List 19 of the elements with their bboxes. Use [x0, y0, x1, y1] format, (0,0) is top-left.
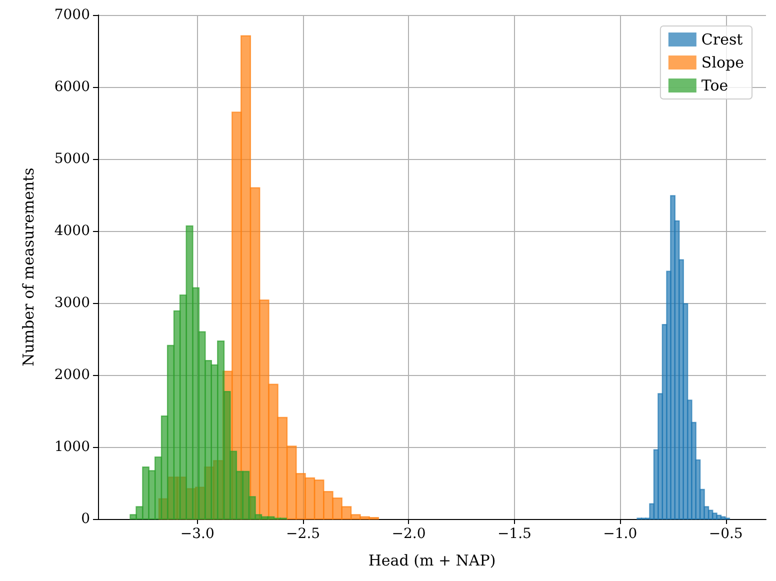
- y-tick-label: 0: [81, 511, 90, 527]
- y-tick-label: 4000: [54, 223, 90, 239]
- y-tick-label: 2000: [54, 367, 90, 383]
- y-tick-label: 6000: [54, 79, 90, 95]
- y-tick-label: 7000: [54, 7, 90, 23]
- y-axis-title: Number of measurements: [20, 168, 38, 366]
- x-axis-title: Head (m + NAP): [368, 552, 496, 570]
- legend-label: Crest: [701, 30, 743, 48]
- x-tick-label: −3.0: [180, 526, 214, 542]
- x-tick-label: −1.0: [603, 526, 638, 542]
- x-tick-label: −2.5: [286, 526, 320, 542]
- x-tick-label: −2.0: [392, 526, 426, 542]
- y-tick-label: 5000: [54, 151, 90, 167]
- x-tick-label: −1.5: [497, 526, 532, 542]
- y-tick-label: 3000: [54, 295, 90, 311]
- x-tick-label: −0.5: [708, 526, 743, 542]
- y-tick-label: 1000: [54, 439, 90, 455]
- legend-label: Slope: [701, 54, 744, 72]
- legend-label: Toe: [701, 76, 728, 94]
